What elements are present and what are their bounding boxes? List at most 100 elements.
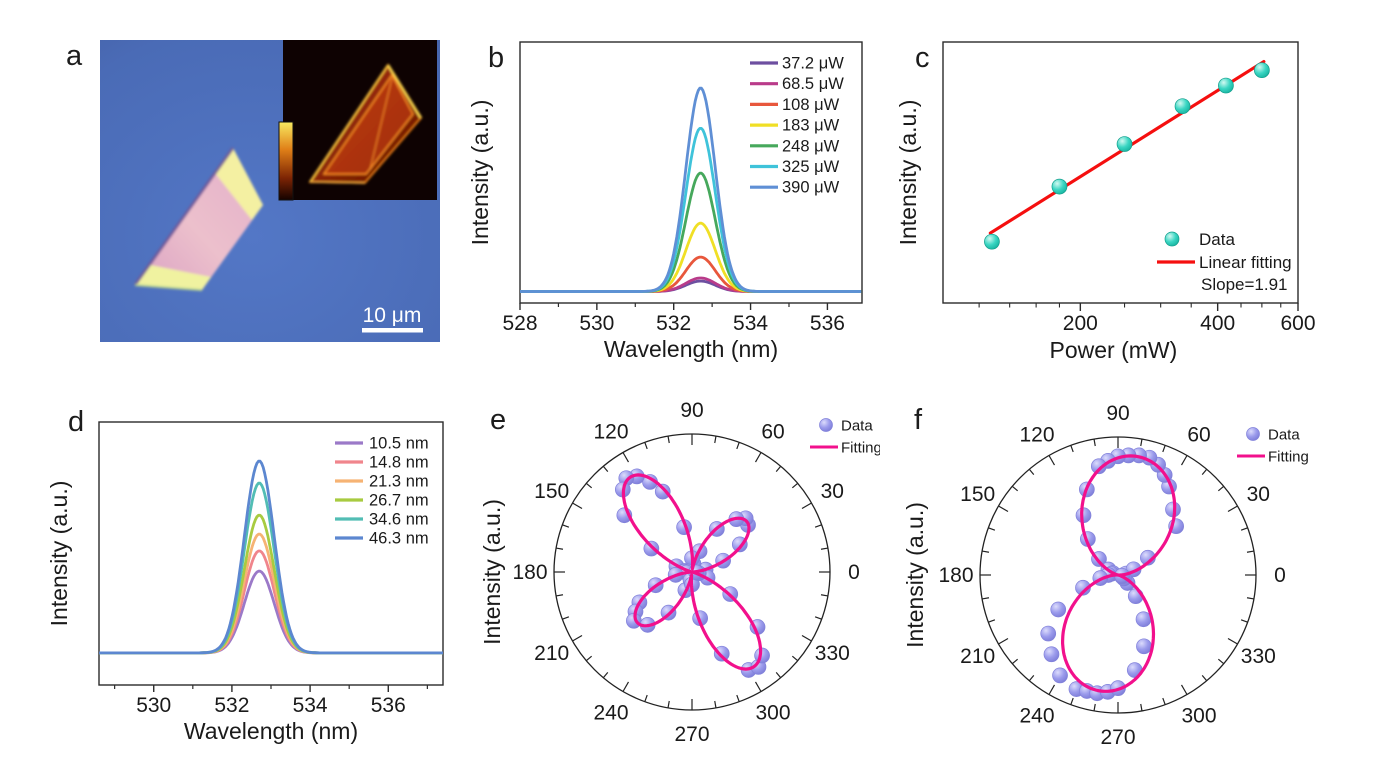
angle-label: 90 <box>1106 402 1129 425</box>
legend-data-label: Data <box>1199 230 1235 249</box>
legend-data-label: Data <box>1268 427 1300 444</box>
panel-label-b: b <box>488 42 505 74</box>
scale-bar: 10 μm <box>362 304 423 333</box>
legend-label: 10.5 nm <box>369 435 429 453</box>
slope-annotation: Slope=1.91 <box>1201 275 1288 294</box>
angle-label: 270 <box>1100 726 1135 749</box>
data-point <box>1218 77 1234 94</box>
y-axis-label: Intensity (a.u.) <box>480 499 505 645</box>
series-line-5 <box>99 459 443 655</box>
legend: 37.2 μW 68.5 μW 108 μW 183 μW 248 μW 325 μW 39… <box>750 55 844 197</box>
x-axis-label: Power (mW) <box>1050 337 1178 363</box>
legend-data-marker <box>1246 427 1260 441</box>
legend-label: 68.5 μW <box>782 75 844 93</box>
fit-curve <box>621 473 763 671</box>
legend-fit-label: Linear fitting <box>1199 253 1292 272</box>
panel-c-power-dependence-chart: 200 400 600 Power (mW) Intensity (a.u.) Data L… <box>895 41 1316 363</box>
polar-ticks <box>980 437 1256 713</box>
data-point <box>1135 611 1152 628</box>
x-tick-label: 534 <box>733 312 768 335</box>
legend: Data Linear fitting Slope=1.91 <box>1157 230 1292 294</box>
fit-curve <box>1061 454 1177 693</box>
angle-label: 120 <box>593 421 628 444</box>
panel-label-d: d <box>68 406 85 438</box>
data-point <box>1051 178 1068 195</box>
legend-label: 390 μW <box>782 179 840 197</box>
x-axis-label: Wavelength (nm) <box>184 718 358 744</box>
y-axis-label: Intensity (a.u.) <box>467 100 493 246</box>
data-point <box>1040 625 1057 642</box>
panel-f-polar-chart: 0 30 60 90 120 150 180 210 240 270 300 330 Intensity… <box>905 402 1309 749</box>
legend-label: 248 μW <box>782 137 840 155</box>
angle-label: 300 <box>755 701 790 724</box>
legend-label: 14.8 nm <box>369 454 429 472</box>
data-point <box>1075 579 1091 596</box>
x-tick-label: 528 <box>502 312 537 335</box>
x-axis: 530 532 534 536 <box>114 685 428 717</box>
scale-bar-label: 10 μm <box>363 304 422 327</box>
data-point <box>654 483 671 500</box>
angle-label: 180 <box>938 564 973 587</box>
legend-fit-label: Fitting <box>841 440 880 457</box>
panel-label-a: a <box>66 40 83 72</box>
inset-pl-image <box>278 40 437 201</box>
angle-label: 30 <box>1247 483 1270 506</box>
angle-label: 150 <box>534 480 569 503</box>
panel-b-power-spectra-chart: 528 530 532 534 536 Wavelength (nm) Intensity … <box>467 41 863 362</box>
angle-label: 240 <box>1019 704 1054 727</box>
legend-label: 26.7 nm <box>369 492 429 510</box>
series-line-6 <box>520 86 862 293</box>
angle-label: 30 <box>821 480 844 503</box>
legend-data-marker <box>819 418 833 432</box>
polar-ticks <box>554 434 830 710</box>
y-axis-label: Intensity (a.u.) <box>905 502 928 648</box>
panel-label-e: e <box>490 404 507 436</box>
angle-label: 0 <box>1274 564 1286 587</box>
series-line-0 <box>520 279 862 293</box>
data-point <box>1116 136 1133 152</box>
x-axis: 528 530 532 534 536 <box>502 303 845 335</box>
legend-data-label: Data <box>841 418 873 435</box>
angle-label: 180 <box>512 561 547 584</box>
angle-label: 210 <box>534 642 569 665</box>
crystal-flake <box>133 147 263 292</box>
angle-label: 60 <box>1187 424 1210 447</box>
angle-label: 270 <box>674 723 709 746</box>
panel-label-c: c <box>915 42 930 74</box>
angle-label: 210 <box>960 645 995 668</box>
series-line-1 <box>520 276 862 293</box>
x-tick-label: 536 <box>371 694 406 717</box>
x-tick-label: 530 <box>136 694 171 717</box>
angle-label: 120 <box>1019 424 1054 447</box>
inset-colorbar <box>278 121 294 201</box>
x-axis-label: Wavelength (nm) <box>604 336 778 362</box>
legend-label: 37.2 μW <box>782 55 844 73</box>
panel-label-f: f <box>914 404 923 436</box>
y-axis-label: Intensity (a.u.) <box>46 481 72 627</box>
legend: Data Fitting <box>810 418 880 457</box>
panel-d-thickness-spectra-chart: 530 532 534 536 Wavelength (nm) Intensity (a.… <box>46 421 444 744</box>
angle-label: 300 <box>1181 704 1216 727</box>
x-tick-label: 400 <box>1200 312 1235 335</box>
x-tick-label: 534 <box>293 694 328 717</box>
angle-label: 330 <box>815 642 850 665</box>
legend-data-marker <box>1164 231 1180 247</box>
x-tick-label: 600 <box>1280 312 1315 335</box>
data-point <box>1174 98 1191 115</box>
legend-label: 46.3 nm <box>369 530 429 548</box>
angle-label: 90 <box>680 402 703 422</box>
plot-frame <box>519 41 863 304</box>
data-point <box>984 233 1000 250</box>
data-point <box>1052 667 1068 684</box>
angle-label: 330 <box>1241 645 1276 668</box>
series-line-2 <box>520 255 862 293</box>
y-axis-label: Intensity (a.u.) <box>895 100 921 246</box>
legend-label: 108 μW <box>782 96 840 114</box>
legend-fit-label: Fitting <box>1268 449 1309 466</box>
data-point <box>643 540 660 557</box>
data-point <box>1254 62 1270 79</box>
panel-e-polar-chart: 0 30 60 90 120 150 180 210 240 270 300 330 Intensity… <box>480 402 880 746</box>
x-axis: 200 400 600 <box>978 303 1316 335</box>
legend-label: 183 μW <box>782 117 840 135</box>
